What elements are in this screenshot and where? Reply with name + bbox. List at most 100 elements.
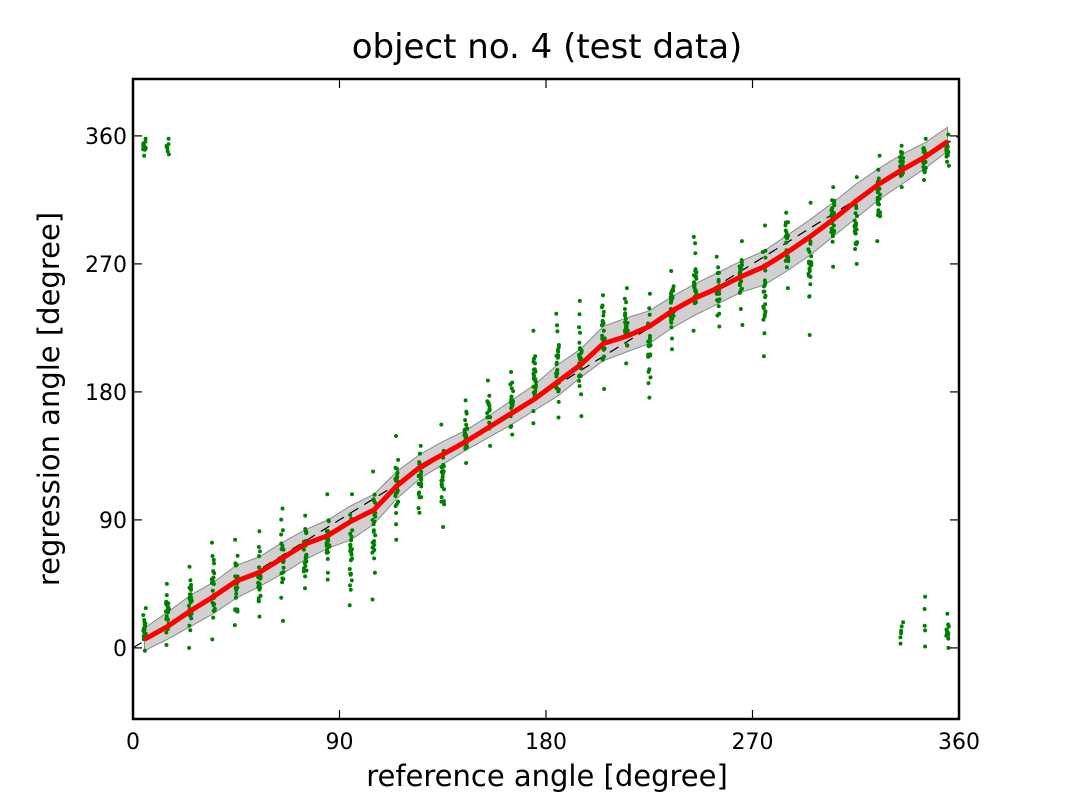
- scatter-point: [164, 144, 169, 149]
- scatter-point: [786, 233, 790, 238]
- scatter-point: [624, 329, 629, 334]
- scatter-point: [325, 577, 330, 582]
- scatter-point: [531, 328, 536, 333]
- scatter-point: [486, 401, 491, 405]
- scatter-point: [602, 354, 606, 359]
- scatter-point: [716, 304, 721, 309]
- scatter-point: [166, 152, 171, 157]
- scatter-point: [210, 540, 214, 545]
- scatter-point: [763, 255, 768, 260]
- scatter-point: [809, 254, 814, 259]
- scatter-point: [256, 596, 261, 601]
- scatter-point: [876, 213, 880, 217]
- scatter-point: [349, 552, 354, 557]
- scatter-point: [853, 247, 858, 251]
- scatter-point: [371, 528, 376, 533]
- scatter-point: [899, 624, 904, 629]
- scatter-point: [327, 543, 332, 548]
- scatter-point: [235, 574, 240, 579]
- scatter-point: [922, 623, 927, 628]
- scatter-point: [716, 265, 721, 270]
- scatter-point: [395, 471, 400, 475]
- scatter-point: [785, 286, 790, 291]
- scatter-point: [304, 529, 309, 534]
- scatter-point: [877, 202, 881, 207]
- x-tick-label: 270: [732, 730, 774, 755]
- scatter-point: [256, 575, 261, 580]
- scatter-point: [602, 387, 607, 391]
- scatter-point: [898, 155, 903, 160]
- scatter-point: [808, 200, 813, 205]
- scatter-point: [416, 506, 421, 511]
- scatter-point: [854, 175, 859, 180]
- scatter-point: [302, 560, 307, 565]
- scatter-point: [945, 159, 949, 164]
- scatter-point: [371, 469, 376, 474]
- scatter-point: [624, 286, 629, 291]
- scatter-point: [739, 287, 744, 292]
- scatter-point: [554, 371, 559, 376]
- y-axis-ticks: 0 90 180 270 360: [85, 125, 959, 662]
- x-axis-ticks: 0 90 180 270 360: [126, 79, 980, 755]
- scatter-point: [922, 607, 927, 611]
- scatter-point: [417, 451, 422, 456]
- scatter-point: [256, 545, 261, 549]
- scatter-point: [577, 312, 582, 317]
- scatter-point: [370, 540, 375, 545]
- scatter-point: [417, 510, 422, 515]
- scatter-point: [761, 306, 766, 311]
- scatter-point: [600, 357, 605, 362]
- scatter-point: [281, 570, 286, 575]
- scatter-point: [717, 311, 722, 316]
- scatter-point: [647, 312, 652, 317]
- scatter-point: [325, 557, 330, 561]
- scatter-point: [393, 465, 398, 470]
- scatter-point: [807, 333, 812, 337]
- scatter-point: [533, 385, 538, 390]
- scatter-point: [876, 167, 881, 172]
- scatter-point: [601, 328, 606, 333]
- y-tick-label: 90: [99, 509, 127, 534]
- scatter-point: [164, 630, 169, 635]
- chart-title: object no. 4 (test data): [352, 27, 743, 67]
- scatter-point: [347, 567, 352, 571]
- scatter-point: [831, 185, 836, 190]
- scatter-point: [419, 495, 424, 500]
- scatter-point: [347, 603, 352, 608]
- scatter-point: [763, 309, 768, 314]
- scatter-point: [325, 570, 330, 575]
- scatter-point: [394, 434, 398, 438]
- scatter-point: [946, 636, 951, 641]
- scatter-point: [281, 547, 286, 552]
- scatter-point: [738, 264, 743, 269]
- scatter-point: [830, 206, 835, 211]
- scatter-point: [531, 371, 536, 376]
- scatter-point: [189, 598, 194, 603]
- scatter-point: [164, 581, 169, 586]
- scatter-point: [418, 443, 423, 448]
- scatter-point: [257, 614, 262, 619]
- scatter-point: [762, 282, 767, 287]
- scatter-point: [257, 554, 262, 559]
- scatter-point: [394, 511, 399, 515]
- scatter-point: [648, 336, 652, 341]
- scatter-point: [509, 424, 514, 429]
- scatter-point: [370, 518, 375, 522]
- scatter-point: [783, 228, 788, 233]
- scatter-point: [509, 396, 514, 401]
- scatter-point: [786, 256, 790, 260]
- scatter-point: [601, 293, 605, 298]
- scatter-point: [211, 615, 216, 620]
- scatter-point: [394, 522, 399, 527]
- scatter-point: [623, 311, 628, 316]
- scatter-point: [579, 392, 584, 397]
- scatter-point: [832, 203, 837, 208]
- scatter-point: [187, 592, 192, 597]
- scatter-point: [487, 414, 492, 419]
- scatter-point: [164, 593, 169, 598]
- scatter-point: [233, 537, 238, 542]
- y-axis-label: regression angle [degree]: [32, 212, 66, 586]
- scatter-point: [623, 316, 628, 321]
- scatter-point: [946, 132, 951, 137]
- scatter-point: [577, 373, 582, 378]
